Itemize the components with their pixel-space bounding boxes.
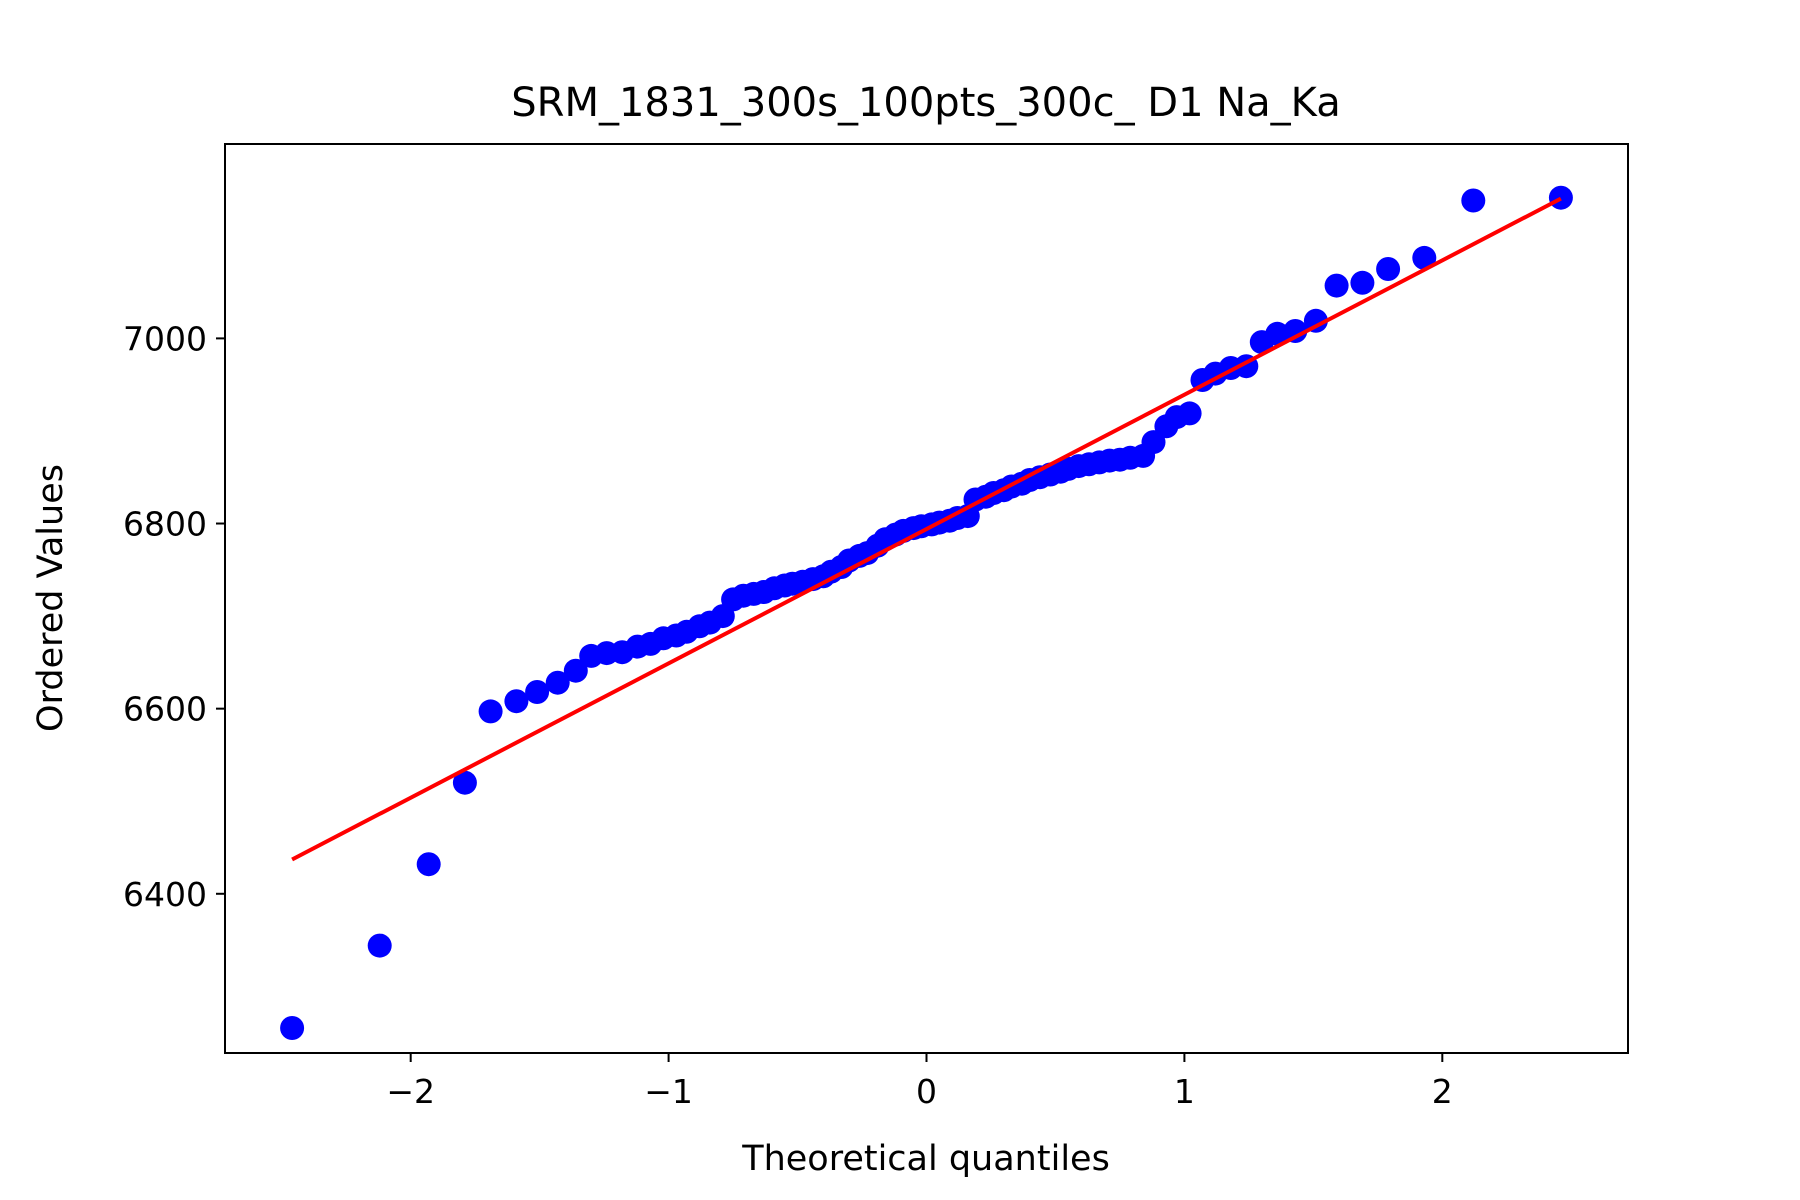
x-tick-label: −2 bbox=[386, 1072, 435, 1111]
data-point bbox=[1265, 321, 1290, 346]
data-point bbox=[1324, 273, 1349, 298]
y-tick-label: 6400 bbox=[123, 875, 207, 914]
data-point bbox=[1303, 308, 1328, 333]
data-point bbox=[1376, 257, 1401, 281]
y-tick-label: 7000 bbox=[123, 319, 207, 358]
data-point bbox=[504, 689, 529, 714]
x-tick-label: 1 bbox=[1174, 1072, 1195, 1111]
data-point bbox=[1283, 319, 1308, 343]
data-point bbox=[280, 1016, 305, 1040]
y-tick-label: 6600 bbox=[123, 690, 207, 729]
data-point bbox=[478, 699, 503, 724]
x-axis-label: Theoretical quantiles bbox=[741, 1139, 1110, 1179]
data-point bbox=[525, 680, 550, 704]
y-axis-ticks: 6400 6600 6800 7000 bbox=[123, 319, 225, 914]
x-tick-label: 2 bbox=[1432, 1072, 1453, 1111]
plot-area-frame bbox=[224, 143, 1629, 1054]
data-points bbox=[280, 185, 1573, 1040]
data-point bbox=[545, 670, 570, 695]
y-axis-label: Ordered Values bbox=[31, 464, 71, 732]
data-point bbox=[452, 770, 477, 795]
data-point bbox=[416, 852, 441, 877]
data-point bbox=[1461, 188, 1486, 213]
chart-title: SRM_1831_300s_100pts_300c_ D1 Na_Ka bbox=[511, 80, 1340, 126]
data-point bbox=[1412, 245, 1437, 270]
data-point bbox=[367, 933, 392, 958]
fit-line-layer bbox=[291, 196, 1562, 862]
data-point bbox=[563, 658, 588, 683]
data-point bbox=[1177, 401, 1202, 426]
x-tick-label: −1 bbox=[644, 1072, 693, 1111]
y-tick-label: 6800 bbox=[123, 505, 207, 544]
x-tick-label: 0 bbox=[916, 1072, 937, 1111]
data-point bbox=[1350, 270, 1375, 295]
data-point bbox=[1548, 185, 1573, 210]
x-axis-ticks: −2 −1 0 1 2 bbox=[386, 1053, 1453, 1111]
fit-line bbox=[291, 196, 1562, 862]
